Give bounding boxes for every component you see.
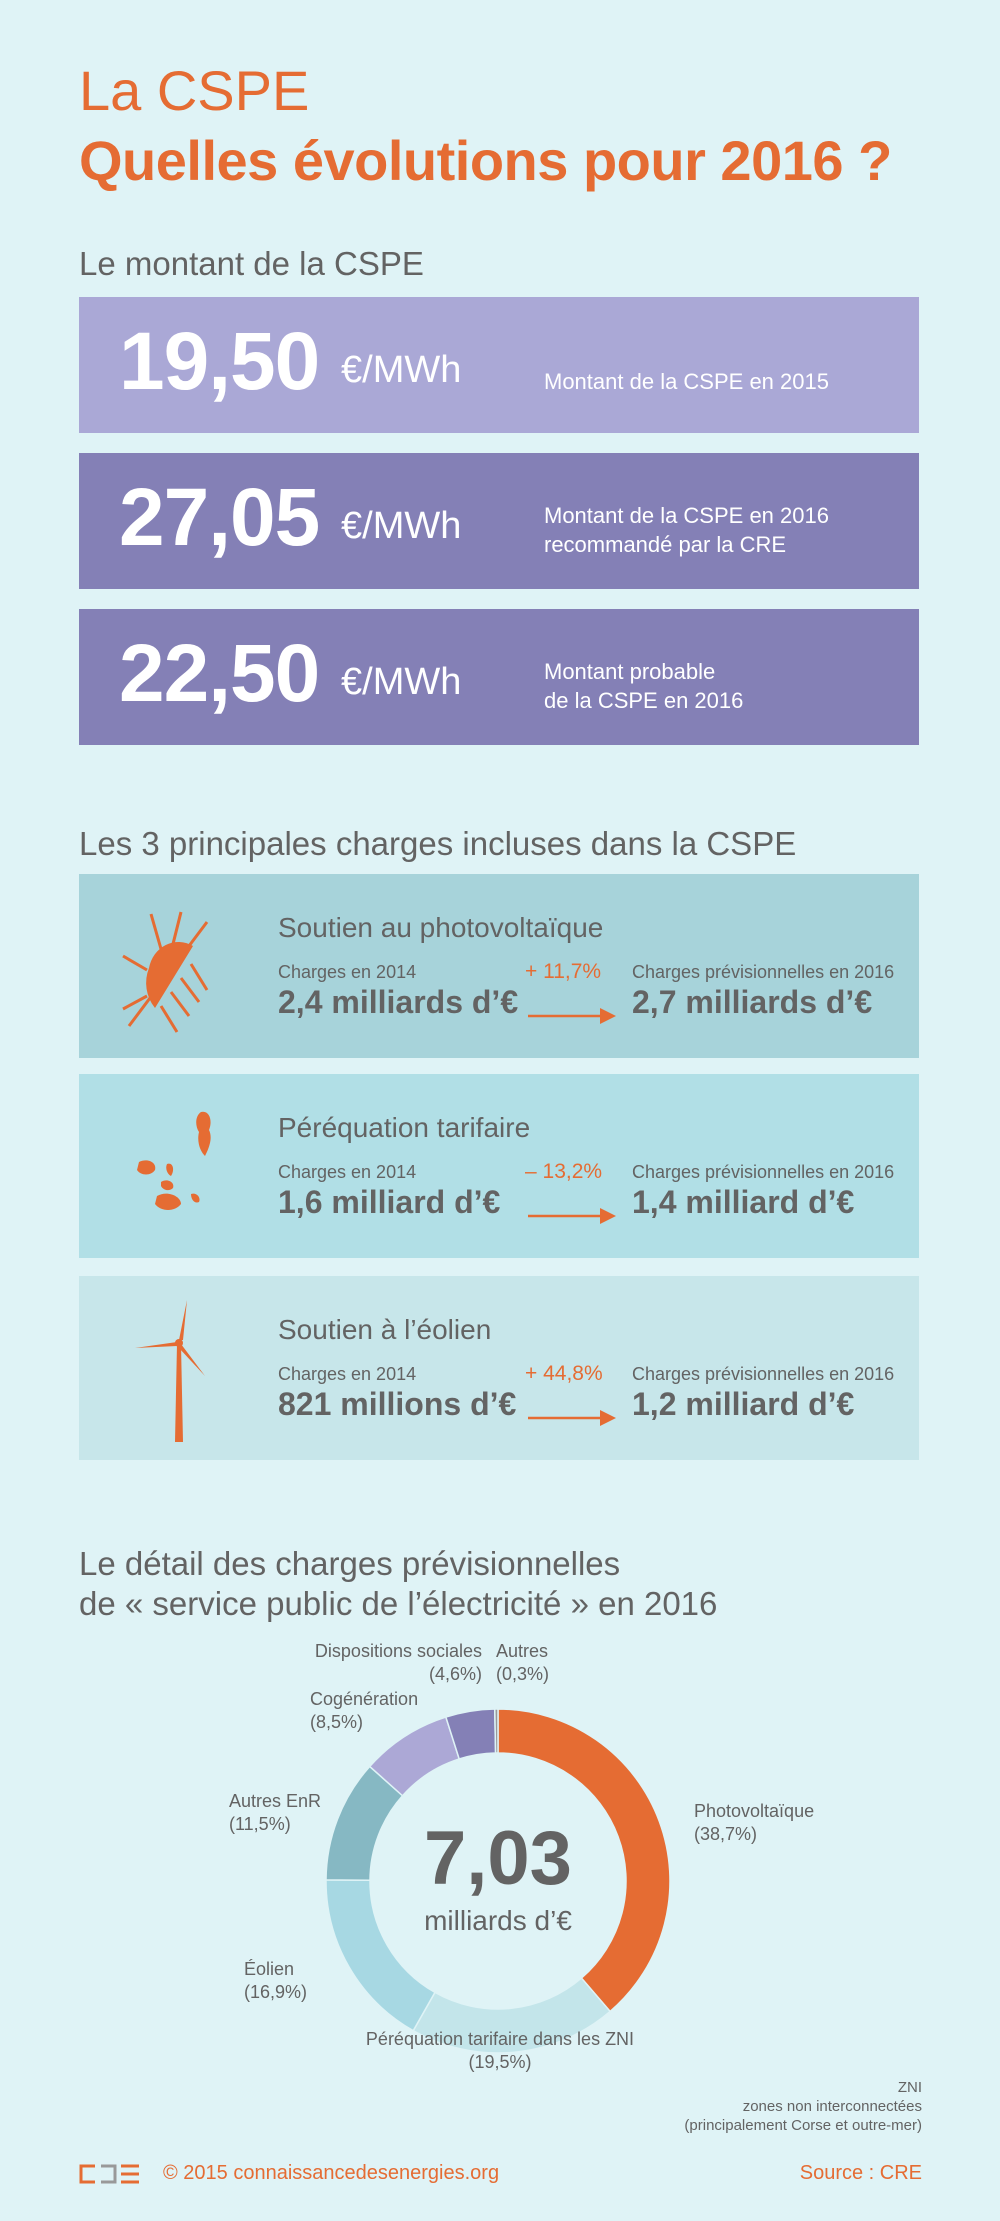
montant-box-2016-cre: 27,05 €/MWh Montant de la CSPE en 2016 r… — [79, 453, 919, 589]
charge-card-perequation: Péréquation tarifaire Charges en 2014 1,… — [79, 1074, 919, 1258]
label-2014: Charges en 2014 — [278, 1364, 417, 1384]
slice-name: Éolien — [244, 1959, 295, 1979]
label-2014: Charges en 2014 — [278, 962, 417, 982]
value-2016: 1,2 milliard d’€ — [632, 1386, 855, 1422]
sun-panel-icon — [122, 911, 209, 1033]
montant-desc-2: recommandé par la CRE — [544, 532, 787, 557]
montant-desc-2: de la CSPE en 2016 — [544, 688, 744, 713]
charge-card-photovoltaique: Soutien au photovoltaïque Charges en 201… — [79, 874, 919, 1058]
slice-name: Péréquation tarifaire dans les ZNI — [365, 2029, 635, 2049]
label-dispositions-sociales: Dispositions sociales (4,6%) — [300, 1640, 482, 1686]
montant-box-2016-probable: 22,50 €/MWh Montant probable de la CSPE … — [79, 609, 919, 745]
slice-pct: (4,6%) — [428, 1664, 482, 1684]
montant-desc: Montant probable — [544, 659, 716, 684]
arrow-right-icon — [528, 1410, 616, 1426]
slice-pct: (8,5%) — [310, 1712, 364, 1732]
charge-card-eolien: Soutien à l’éolien Charges en 2014 821 m… — [79, 1276, 919, 1460]
card-title: Soutien au photovoltaïque — [278, 912, 604, 943]
label-autres-enr: Autres EnR (11,5%) — [229, 1790, 321, 1836]
donut-total: 7,03 — [424, 1816, 572, 1901]
montant-value: 19,50 — [119, 316, 320, 407]
label-perequation: Péréquation tarifaire dans les ZNI (19,5… — [360, 2028, 640, 2074]
zni-note: ZNI zones non interconnectées (principal… — [684, 2078, 922, 2135]
section-heading-montant: Le montant de la CSPE — [79, 245, 424, 282]
montant-unit: €/MWh — [341, 661, 462, 703]
value-2014: 2,4 milliards d’€ — [278, 984, 519, 1020]
islands-icon — [137, 1111, 211, 1210]
value-2016: 2,7 milliards d’€ — [632, 984, 873, 1020]
change-percent: + 11,7% — [525, 960, 602, 983]
slice-name: Cogénération — [310, 1689, 419, 1709]
montant-box-2015: 19,50 €/MWh Montant de la CSPE en 2015 — [79, 297, 919, 433]
label-eolien: Éolien (16,9%) — [244, 1958, 307, 2004]
label-2016: Charges prévisionnelles en 2016 — [632, 962, 895, 982]
label-cogeneration: Cogénération (8,5%) — [310, 1688, 418, 1734]
value-2014: 821 millions d’€ — [278, 1386, 517, 1422]
change-percent: + 44,8% — [525, 1362, 603, 1385]
value-2014: 1,6 milliard d’€ — [278, 1184, 501, 1220]
montant-value: 22,50 — [119, 628, 320, 719]
slice-name: Dispositions sociales — [314, 1641, 482, 1661]
montant-desc: Montant de la CSPE en 2015 — [544, 369, 829, 394]
slice-pct: (16,9%) — [244, 1982, 308, 2002]
slice-pct: (11,5%) — [229, 1814, 291, 1834]
card-title: Soutien à l’éolien — [278, 1314, 492, 1345]
slice-pct: (38,7%) — [694, 1824, 758, 1844]
slice-name: Autres EnR — [229, 1791, 322, 1811]
value-2016: 1,4 milliard d’€ — [632, 1184, 855, 1220]
zni-note-title: ZNI — [897, 2079, 922, 2096]
section-heading-detail-2: de « service public de l’électricité » e… — [79, 1585, 718, 1622]
label-photovoltaique: Photovoltaïque (38,7%) — [694, 1800, 814, 1846]
cde-logo — [79, 2164, 139, 2184]
donut-slice-éolien — [325, 1879, 436, 2032]
section-heading-detail-1: Le détail des charges prévisionnelles — [79, 1545, 621, 1582]
copyright-link[interactable]: © 2015 connaissancedesenergies.org — [163, 2162, 500, 2184]
card-title: Péréquation tarifaire — [278, 1112, 531, 1143]
arrow-right-icon — [528, 1008, 616, 1024]
source-text: Source : CRE — [799, 2162, 922, 2184]
donut-slice-autres — [493, 1708, 499, 1754]
donut-slice-photovoltaïque — [497, 1708, 671, 2013]
slice-name: Photovoltaïque — [694, 1801, 815, 1821]
zni-note-line: (principalement Corse et outre-mer) — [684, 2117, 922, 2134]
label-2014: Charges en 2014 — [278, 1162, 417, 1182]
title-line2: Quelles évolutions pour 2016 ? — [79, 129, 892, 192]
zni-note-line: zones non interconnectées — [742, 2098, 922, 2115]
label-autres: Autres (0,3%) — [496, 1640, 549, 1686]
montant-desc: Montant de la CSPE en 2016 — [544, 503, 829, 528]
montant-unit: €/MWh — [341, 505, 462, 547]
montant-unit: €/MWh — [341, 349, 462, 391]
slice-pct: (0,3%) — [496, 1664, 550, 1684]
donut-total-unit: milliards d’€ — [424, 1905, 572, 1936]
label-2016: Charges prévisionnelles en 2016 — [632, 1364, 895, 1384]
wind-turbine-icon — [135, 1300, 205, 1442]
section-heading-charges: Les 3 principales charges incluses dans … — [79, 825, 797, 862]
change-percent: – 13,2% — [525, 1160, 603, 1183]
montant-value: 27,05 — [119, 472, 320, 563]
slice-name: Autres — [496, 1641, 549, 1661]
title-line1: La CSPE — [79, 59, 310, 122]
arrow-right-icon — [528, 1208, 616, 1224]
label-2016: Charges prévisionnelles en 2016 — [632, 1162, 895, 1182]
slice-pct: (19,5%) — [468, 2052, 532, 2072]
